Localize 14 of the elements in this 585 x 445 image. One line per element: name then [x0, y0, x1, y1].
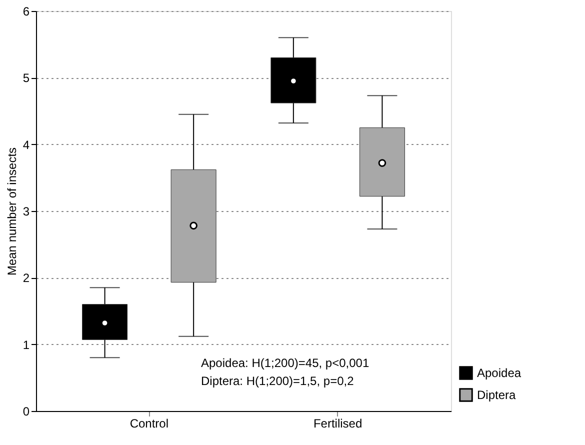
y-tick-label: 0 [22, 404, 30, 418]
annotation: Apoidea: H(1;200)=45, p<0,001 [201, 356, 370, 370]
y-tick-label: 4 [22, 138, 30, 152]
legend-label: Apoidea [477, 366, 522, 380]
x-tick-label: Fertilised [313, 416, 362, 430]
y-tick-label: 2 [22, 271, 30, 286]
x-tick-label: Control [130, 416, 169, 430]
annotation: Diptera: H(1;200)=1,5, p=0,2 [201, 374, 354, 388]
legend-label: Diptera [477, 388, 516, 402]
y-tick-label: 3 [22, 204, 30, 218]
y-tick-label: 6 [22, 4, 30, 18]
y-tick-label: 5 [22, 71, 30, 86]
y-tick-label: 1 [22, 338, 30, 352]
y-axis-title: Mean number of insects [4, 147, 19, 276]
